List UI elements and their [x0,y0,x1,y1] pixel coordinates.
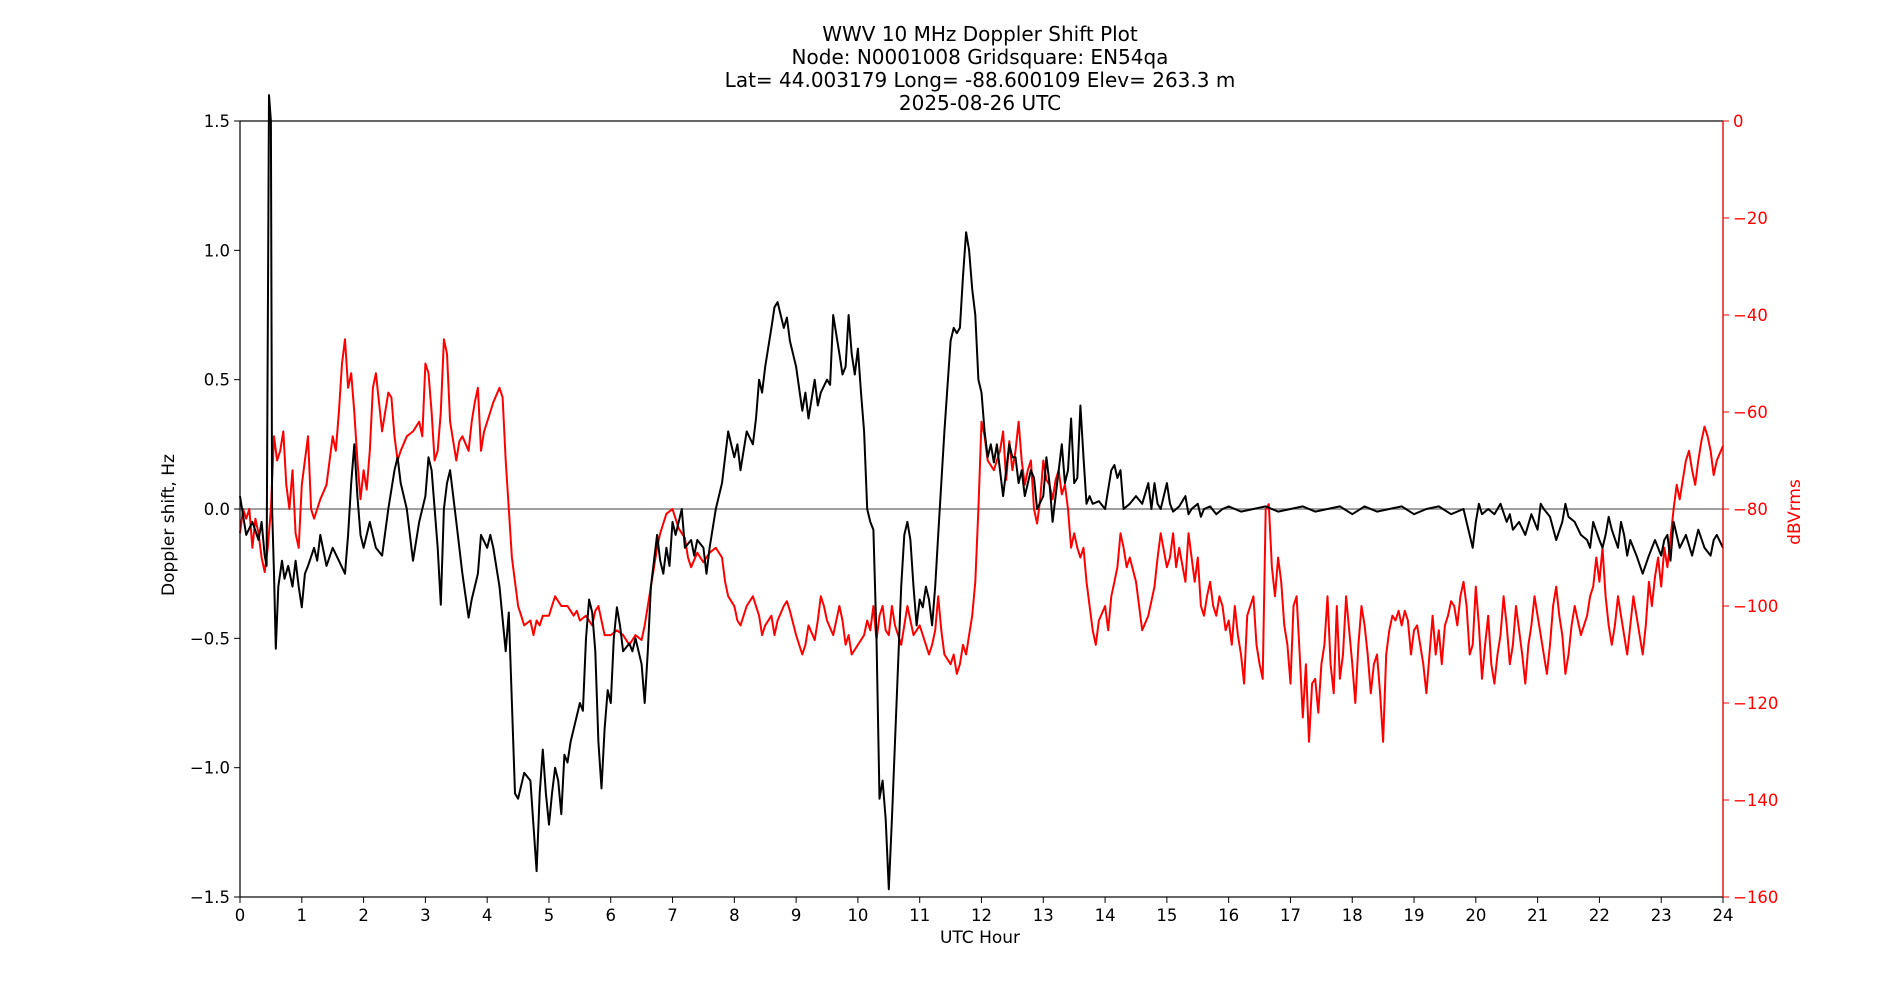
x-tick-label: 12 [971,906,992,925]
x-tick-label: 15 [1156,906,1177,925]
x-tick-label: 24 [1713,906,1734,925]
x-tick-label: 1 [297,906,308,925]
x-tick-label: 4 [482,906,493,925]
y-tick-label: 0.0 [204,500,230,519]
x-axis-label: UTC Hour [940,928,1020,948]
x-tick-label: 16 [1218,906,1239,925]
x-tick-label: 18 [1342,906,1363,925]
y2-tick-label: −160 [1733,888,1778,907]
y2-tick-label: −100 [1733,597,1778,616]
y-tick-label: −1.0 [190,759,230,778]
chart-title-line-1: WWV 10 MHz Doppler Shift Plot [822,22,1138,46]
y-tick-label: 0.5 [204,371,230,390]
right-y-axis-ticks: 0 −20 −40 −60 −80 −100 −120 −140 −160 [1723,112,1778,907]
x-tick-label: 10 [847,906,868,925]
chart-title-line-3: Lat= 44.003179 Long= -88.600109 Elev= 26… [725,68,1236,92]
x-tick-label: 20 [1465,906,1486,925]
series-lines [239,94,1724,891]
x-tick-label: 14 [1095,906,1116,925]
x-tick-label: 5 [544,906,555,925]
x-tick-label: 3 [420,906,431,925]
y-tick-label: −1.5 [190,888,230,907]
y-tick-label: 1.0 [204,241,230,260]
x-tick-label: 22 [1589,906,1610,925]
y2-tick-label: −120 [1733,694,1778,713]
x-tick-label: 2 [358,906,369,925]
y-tick-label: −0.5 [190,629,230,648]
y-tick-label: 1.5 [204,112,230,131]
x-tick-label: 11 [909,906,930,925]
y2-tick-label: −80 [1733,500,1768,519]
chart-title-line-4: 2025-08-26 UTC [899,91,1061,115]
chart-title-line-2: Node: N0001008 Gridsquare: EN54qa [792,45,1169,69]
y2-tick-label: −20 [1733,209,1768,228]
x-tick-label: 23 [1651,906,1672,925]
y2-axis-label: dBVrms [1785,479,1805,545]
y2-tick-label: 0 [1733,112,1744,131]
x-tick-label: 7 [667,906,678,925]
x-tick-label: 6 [606,906,617,925]
x-tick-label: 9 [791,906,802,925]
y-axis-label: Doppler shift, Hz [159,454,179,596]
x-tick-label: 0 [235,906,246,925]
doppler-shift-line [239,94,1724,891]
x-axis-ticks: 0 1 2 3 4 5 6 7 8 9 10 11 12 13 14 15 16 17 18 19 20 21 22 23 24 [235,897,1734,925]
y2-tick-label: −40 [1733,306,1768,325]
left-y-axis-ticks: −1.5 −1.0 −0.5 0.0 0.5 1.0 1.5 [190,112,240,907]
x-tick-label: 17 [1280,906,1301,925]
x-tick-label: 21 [1527,906,1548,925]
x-tick-label: 19 [1404,906,1425,925]
x-tick-label: 13 [1033,906,1054,925]
y2-tick-label: −60 [1733,403,1768,422]
x-tick-label: 8 [729,906,740,925]
y2-tick-label: −140 [1733,791,1778,810]
